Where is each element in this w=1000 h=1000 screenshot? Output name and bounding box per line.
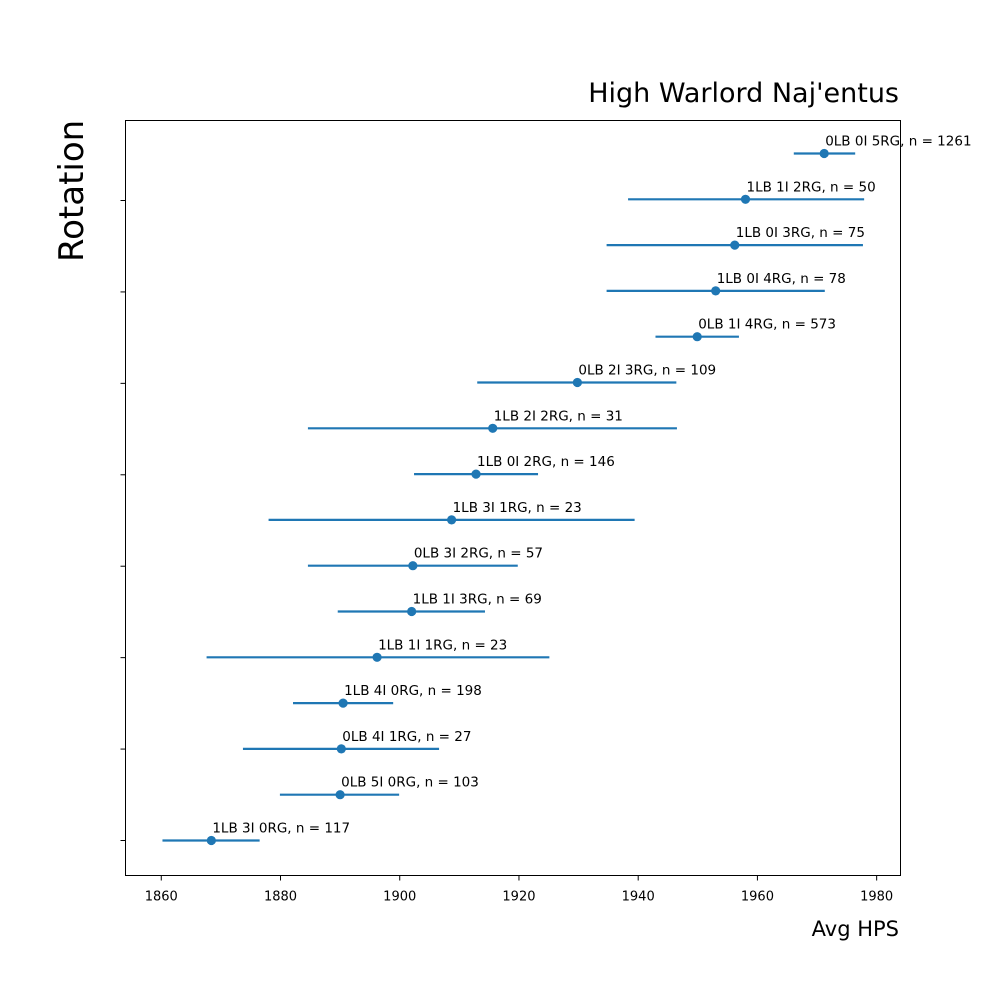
data-point (446, 515, 457, 525)
point-label: 0LB 2I 3RG, n = 109 (578, 363, 716, 379)
data-point (372, 652, 382, 662)
data-point (408, 561, 418, 571)
axis-ticks: 1860 1880 1900 1920 1940 1960 1980 (120, 200, 893, 905)
data-point (206, 835, 216, 846)
x-tick-label: 1940 (622, 890, 655, 905)
point-label: 1LB 1I 2RG, n = 50 (747, 179, 876, 195)
plot-frame (125, 120, 901, 876)
point-label: 1LB 3I 0RG, n = 117 (212, 821, 350, 837)
point-label: 1LB 0I 2RG, n = 146 (477, 454, 615, 470)
point-label: 1LB 4I 0RG, n = 198 (344, 683, 482, 699)
data-point (488, 423, 498, 433)
data-marks: 1LB 3I 0RG, n = 117 0LB 5I 0RG, n = 103 0L… (162, 134, 972, 846)
point-label: 0LB 5I 0RG, n = 103 (341, 775, 479, 791)
data-point (336, 744, 346, 754)
x-axis-label: Avg HPS (812, 917, 899, 941)
data-point (407, 606, 417, 617)
data-point (819, 148, 829, 159)
y-axis-label: Rotation (52, 120, 92, 262)
data-point (471, 469, 481, 479)
data-point (730, 240, 740, 250)
point-label: 0LB 3I 2RG, n = 57 (414, 546, 543, 562)
x-tick-label: 1960 (741, 890, 774, 905)
x-tick-label: 1880 (264, 890, 297, 905)
point-label: 1LB 1I 1RG, n = 23 (378, 637, 507, 653)
point-label: 1LB 0I 3RG, n = 75 (736, 225, 865, 241)
data-point (338, 698, 348, 708)
x-tick-label: 1920 (502, 890, 535, 905)
x-tick-label: 1860 (145, 890, 178, 905)
data-point (692, 332, 702, 342)
point-label: 1LB 0I 4RG, n = 78 (717, 271, 846, 287)
chart-title: High Warlord Naj'entus (588, 78, 899, 109)
data-point (711, 286, 721, 296)
point-label: 1LB 3I 1RG, n = 23 (453, 500, 582, 516)
x-tick-label: 1980 (860, 890, 893, 905)
point-label: 0LB 0I 5RG, n = 1261 (825, 134, 971, 150)
point-label: 0LB 4I 1RG, n = 27 (342, 729, 471, 745)
x-tick-label: 1900 (383, 890, 416, 905)
data-point (335, 790, 345, 800)
point-label: 1LB 2I 2RG, n = 31 (494, 408, 623, 424)
point-label: 0LB 1I 4RG, n = 573 (698, 317, 836, 333)
data-point (572, 377, 582, 388)
point-label: 1LB 1I 3RG, n = 69 (413, 592, 542, 608)
data-point (740, 194, 751, 204)
